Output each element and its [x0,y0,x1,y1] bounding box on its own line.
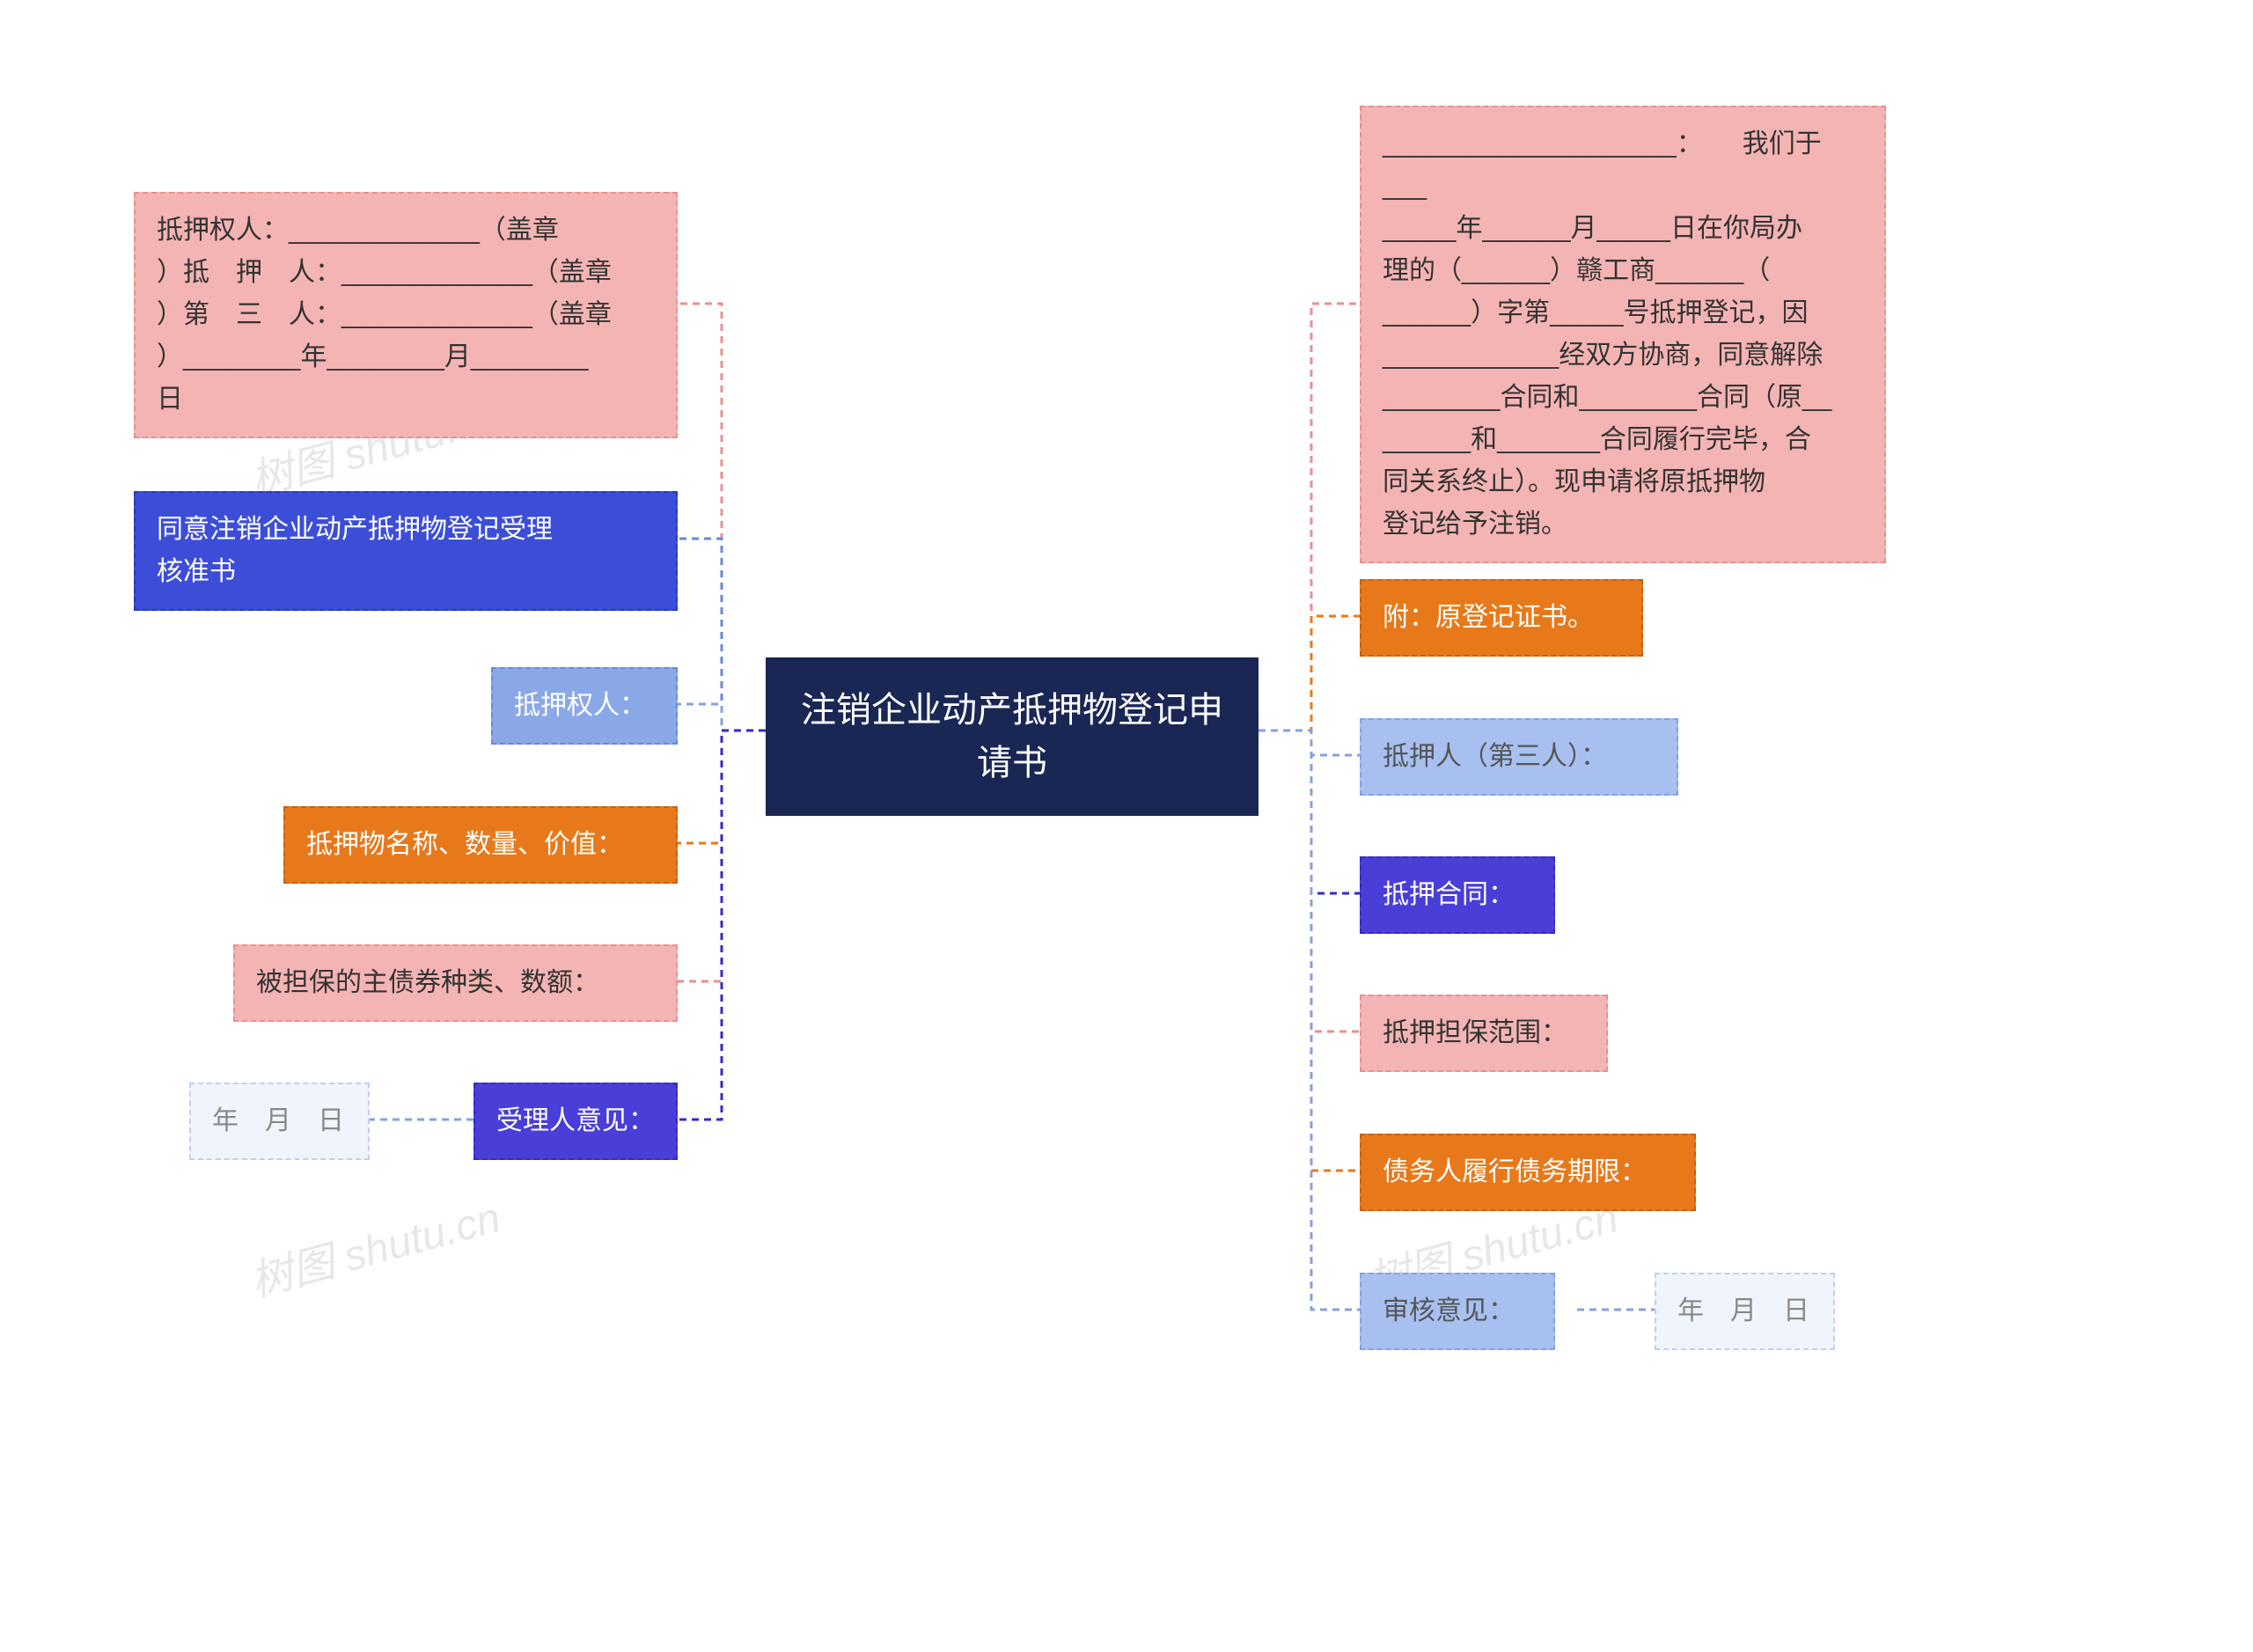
r4-text: 抵押担保范围： [1383,1018,1567,1047]
left-node-acceptor: 受理人意见： [473,1083,678,1160]
r6child-text: 年 月 日 [1677,1296,1809,1325]
right-node-mortgagor: 抵押人（第三人）： [1360,718,1678,796]
l4-text: 被担保的主债券种类、数额： [256,968,599,997]
l0-line3: ）第 三 人：_____________（盖章 [157,294,655,336]
right-node-deadline: 债务人履行债务期限： [1360,1134,1696,1211]
l0-line5: 日 [157,378,655,421]
right-node-contract: 抵押合同： [1360,856,1555,934]
l0-line4: ）________年________月________ [157,336,655,378]
l1-line1: 同意注销企业动产抵押物登记受理 [157,509,655,551]
r0-line4: ______）字第_____号抵押登记，因 [1383,292,1863,334]
l0-line2: ）抵 押 人：_____________（盖章 [157,252,655,294]
left-node-approval: 同意注销企业动产抵押物登记受理 核准书 [134,491,678,611]
r2-text: 抵押人（第三人）： [1383,742,1607,771]
center-node: 注销企业动产抵押物登记申请书 [766,657,1259,816]
watermark: 树图 shutu.cn [243,1183,506,1309]
r1-text: 附：原登记证书。 [1383,603,1594,632]
r0-line8: 同关系终止）。现申请将原抵押物 [1383,461,1863,503]
r0-line6: ________合同和________合同（原__ [1383,377,1863,419]
r3-text: 抵押合同： [1383,880,1515,909]
l5-text: 受理人意见： [496,1106,655,1135]
r0-line2: _____年______月_____日在你局办 [1383,208,1863,250]
r0-line9: 登记给予注销。 [1383,503,1863,546]
l5child-text: 年 月 日 [212,1106,344,1135]
left-node-mortgagee: 抵押权人： [491,667,678,745]
l1-line2: 核准书 [157,551,655,593]
left-node-date: 年 月 日 [189,1083,370,1160]
right-node-date: 年 月 日 [1655,1273,1835,1350]
r0-line1: ____________________： 我们于___ [1383,123,1863,208]
right-node-scope: 抵押担保范围： [1360,995,1608,1072]
right-node-statement: ____________________： 我们于___ _____年_____… [1360,106,1886,563]
left-node-collateral: 抵押物名称、数量、价值： [283,806,678,884]
l2-text: 抵押权人： [514,691,646,720]
l3-text: 抵押物名称、数量、价值： [306,830,623,859]
left-node-stamps: 抵押权人：_____________（盖章 ）抵 押 人：___________… [134,192,678,438]
r0-line7: ______和_______合同履行完毕，合 [1383,419,1863,461]
right-node-review: 审核意见： [1360,1273,1555,1350]
r0-line3: 理的（______）赣工商______（ [1383,250,1863,292]
r6-text: 审核意见： [1383,1296,1515,1325]
right-node-attachment: 附：原登记证书。 [1360,579,1643,657]
r5-text: 债务人履行债务期限： [1383,1157,1647,1186]
l0-line1: 抵押权人：_____________（盖章 [157,209,655,252]
left-node-debt: 被担保的主债券种类、数额： [233,944,678,1022]
r0-line5: ____________经双方协商，同意解除 [1383,334,1863,377]
center-text: 注销企业动产抵押物登记申请书 [801,691,1223,782]
